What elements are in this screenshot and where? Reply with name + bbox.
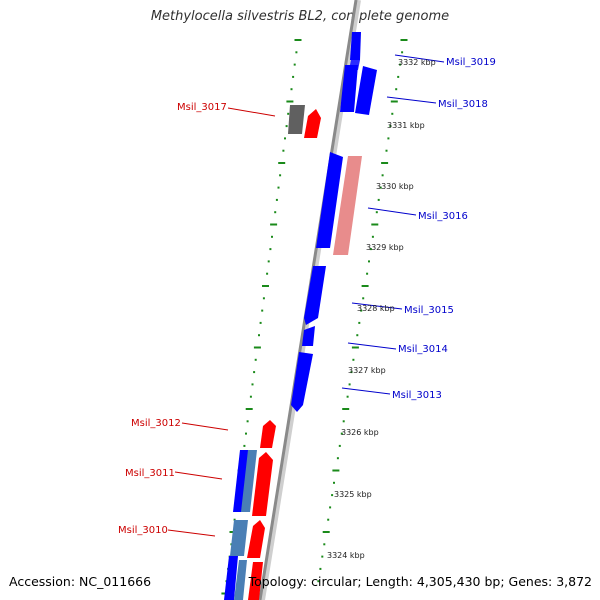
gene-label-msil-3018[interactable]: Msil_3018 — [438, 99, 488, 110]
scale-label: 3327 kbp — [348, 366, 386, 375]
gene-msil-3012 — [260, 420, 276, 448]
gene-msil-3011-steel — [241, 450, 257, 512]
gene-bottom-steel — [234, 560, 247, 600]
gene-label-msil-3010[interactable]: Msil_3010 — [118, 525, 168, 536]
gene-msil-3017-red — [304, 109, 321, 138]
scale-label: 3326 kbp — [341, 428, 379, 437]
leader-msil-3015 — [351, 302, 403, 310]
gene-label-msil-3013[interactable]: Msil_3013 — [392, 390, 442, 401]
gene-bottom-blue — [224, 556, 238, 600]
gene-msil-3011-blue — [233, 450, 250, 512]
scale-label: 3330 kbp — [376, 182, 414, 191]
gene-label-msil-3012[interactable]: Msil_3012 — [131, 418, 181, 429]
gene-labels: Msil_3019 Msil_3018 Msil_3017 Msil_3016 … — [118, 57, 496, 536]
gene-top-fragment — [350, 32, 361, 60]
gene-label-msil-3019[interactable]: Msil_3019 — [446, 57, 496, 68]
leader-msil-3010 — [167, 529, 216, 537]
gene-bottom-red — [248, 562, 263, 600]
leader-msil-3013 — [341, 387, 391, 395]
leader-msil-3018 — [386, 96, 437, 104]
leader-msil-3019 — [394, 54, 445, 63]
leader-msil-3011 — [174, 471, 223, 480]
scale-label: 3332 kbp — [398, 58, 436, 67]
label-leaders — [167, 54, 445, 537]
scale-label: 3331 kbp — [387, 121, 425, 130]
scale-label: 3329 kbp — [366, 243, 404, 252]
gene-label-msil-3014[interactable]: Msil_3014 — [398, 344, 448, 355]
gene-msil-3011-red — [252, 452, 273, 516]
leader-msil-3012 — [181, 422, 229, 431]
gene-msil-3017-gray — [288, 105, 305, 134]
scale-label: 3328 kbp — [357, 304, 395, 313]
leader-msil-3016 — [367, 207, 417, 216]
gene-label-msil-3011[interactable]: Msil_3011 — [125, 468, 175, 479]
accession-text: Accession: NC_011666 — [9, 574, 152, 589]
gene-msil-3016-pink — [333, 156, 362, 255]
diagram-title: Methylocella silvestris BL2, complete ge… — [150, 9, 450, 24]
topology-text: Topology: circular; Length: 4,305,430 bp… — [248, 574, 592, 589]
gene-label-msil-3016[interactable]: Msil_3016 — [418, 211, 468, 222]
gene-msil-3010-steel — [230, 520, 248, 556]
gene-msil-3015 — [304, 266, 326, 325]
gene-msil-3016-blue — [316, 152, 343, 248]
gene-label-msil-3017[interactable]: Msil_3017 — [177, 102, 227, 113]
gene-msil-3018-a — [340, 65, 358, 112]
leader-msil-3014 — [347, 342, 397, 350]
gene-features — [224, 32, 377, 600]
gene-msil-3010-red — [247, 520, 265, 558]
scale-label: 3325 kbp — [334, 490, 372, 499]
leader-msil-3017 — [227, 107, 276, 117]
scale-label: 3324 kbp — [327, 551, 365, 560]
gene-msil-3014 — [302, 326, 315, 346]
gene-msil-3018-b — [355, 66, 377, 115]
gene-label-msil-3015[interactable]: Msil_3015 — [404, 305, 454, 316]
gene-msil-3013 — [291, 352, 313, 412]
scale-labels: 3332 kbp 3331 kbp 3330 kbp 3329 kbp 3328… — [327, 58, 436, 560]
